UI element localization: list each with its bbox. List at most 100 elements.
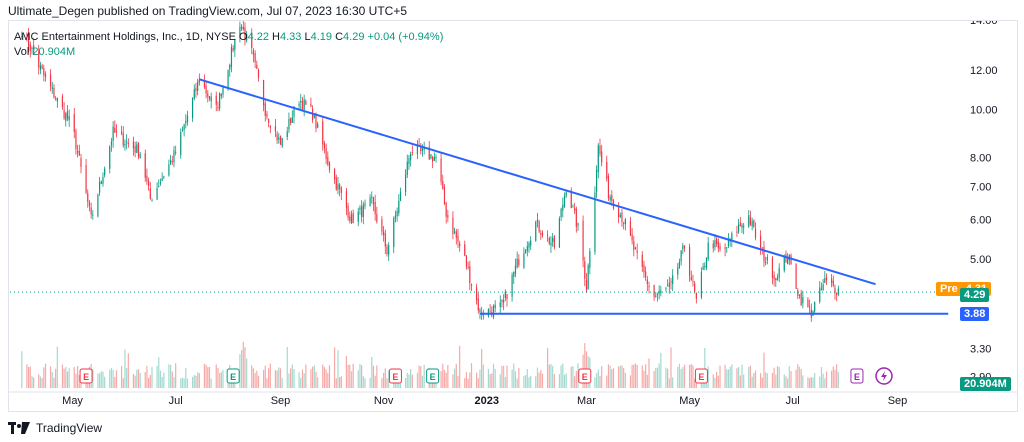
candle-body bbox=[124, 143, 126, 146]
volume-bar bbox=[707, 366, 709, 388]
candle-body bbox=[291, 117, 293, 123]
candle-body bbox=[349, 216, 351, 221]
volume-bar bbox=[298, 372, 300, 388]
candle-body bbox=[736, 231, 738, 233]
volume-bar bbox=[102, 371, 104, 388]
volume-bar bbox=[807, 377, 809, 388]
volume-bar bbox=[300, 377, 302, 388]
volume-bar bbox=[516, 378, 518, 388]
candle-body bbox=[29, 44, 31, 51]
volume-bar bbox=[352, 363, 354, 388]
volume-bar bbox=[633, 364, 635, 388]
candle-body bbox=[384, 233, 386, 247]
volume-bar bbox=[75, 373, 77, 388]
x-tick-label: 2023 bbox=[474, 395, 498, 407]
volume-bar bbox=[465, 372, 468, 388]
candle-body bbox=[301, 100, 304, 110]
volume-bar bbox=[528, 377, 530, 388]
volume-bar bbox=[482, 364, 484, 388]
volume-bar bbox=[159, 370, 162, 388]
candle-body bbox=[807, 299, 809, 307]
x-tick-label: May bbox=[679, 395, 700, 407]
volume-bar bbox=[68, 368, 70, 388]
volume-bar bbox=[262, 369, 265, 388]
candle-body bbox=[61, 96, 64, 107]
candle-body bbox=[528, 243, 530, 248]
volume-bar bbox=[219, 372, 221, 388]
candle-body bbox=[137, 142, 140, 157]
candle-body bbox=[514, 265, 517, 274]
volume-bar bbox=[38, 374, 40, 388]
candle-body bbox=[139, 154, 141, 158]
candle-body bbox=[452, 217, 454, 234]
volume-bar bbox=[717, 375, 719, 388]
candle-body bbox=[790, 255, 792, 265]
candle-body bbox=[694, 283, 696, 292]
volume-bar bbox=[470, 363, 473, 388]
volume-bar bbox=[724, 364, 726, 388]
volume-bar bbox=[778, 366, 780, 388]
volume-bar bbox=[195, 375, 197, 388]
volume-bar bbox=[369, 378, 371, 388]
volume-bar bbox=[682, 367, 684, 388]
candle-body bbox=[232, 47, 234, 51]
candle-body bbox=[680, 250, 682, 262]
volume-bar bbox=[408, 374, 410, 388]
candle-body bbox=[310, 103, 312, 107]
candle-body bbox=[362, 204, 364, 217]
candle-body bbox=[323, 143, 326, 149]
candle-body bbox=[607, 176, 610, 199]
candle-body bbox=[648, 286, 650, 288]
candle-body bbox=[208, 96, 211, 99]
candle-body bbox=[322, 121, 324, 145]
volume-bar bbox=[410, 369, 412, 388]
volume-bar bbox=[577, 363, 579, 388]
volume-bar bbox=[612, 368, 615, 388]
volume-bar bbox=[29, 366, 31, 388]
candle-body bbox=[159, 182, 162, 184]
y-tick-label-partial: 14.00 bbox=[970, 15, 998, 27]
volume-bar bbox=[180, 378, 182, 388]
candle-body bbox=[773, 275, 775, 279]
candle-body bbox=[753, 219, 755, 227]
earnings-event-icon bbox=[694, 368, 708, 384]
candle-body bbox=[771, 258, 774, 278]
candle-body bbox=[56, 97, 58, 102]
volume-bar bbox=[31, 376, 33, 388]
candle-body bbox=[97, 194, 99, 217]
candle-body bbox=[459, 243, 461, 247]
candle-body bbox=[525, 250, 527, 254]
candle-body bbox=[633, 241, 635, 250]
premarket-tag: Pre bbox=[940, 282, 958, 295]
volume-bar bbox=[241, 349, 243, 388]
volume-bar bbox=[161, 376, 163, 388]
volume-bar bbox=[645, 364, 647, 388]
volume-bar bbox=[511, 369, 513, 388]
volume-bar bbox=[114, 377, 116, 388]
candle-body bbox=[49, 74, 52, 87]
lightning-icon bbox=[880, 371, 887, 381]
footer-brand: TradingView bbox=[36, 421, 103, 435]
candle-body bbox=[198, 79, 200, 83]
volume-bar bbox=[741, 364, 743, 388]
volume-bar bbox=[513, 363, 515, 388]
volume-bar bbox=[731, 364, 733, 388]
candle-body bbox=[410, 153, 412, 160]
candle-body bbox=[421, 148, 424, 151]
volume-bar bbox=[293, 369, 295, 388]
volume-bar bbox=[660, 352, 662, 388]
candle-body bbox=[809, 306, 811, 308]
volume-bar bbox=[339, 377, 341, 388]
candle-body bbox=[738, 224, 740, 232]
volume-bar bbox=[421, 375, 424, 388]
volume-bar bbox=[667, 368, 669, 388]
candle-body bbox=[834, 287, 836, 294]
candle-body bbox=[504, 291, 506, 298]
candle-body bbox=[41, 65, 43, 69]
candle-body bbox=[87, 193, 89, 202]
candle-body bbox=[558, 218, 561, 248]
candle-body bbox=[169, 160, 172, 164]
volume-bar bbox=[546, 348, 549, 388]
volume-bar bbox=[825, 371, 828, 388]
